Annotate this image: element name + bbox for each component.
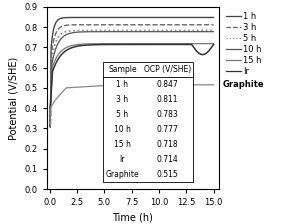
Legend: 1 h, 3 h, 5 h, 10 h, 15 h, Ir: 1 h, 3 h, 5 h, 10 h, 15 h, Ir	[225, 11, 262, 77]
Text: 5 h: 5 h	[116, 110, 128, 119]
Text: 1 h: 1 h	[116, 80, 128, 89]
Text: 15 h: 15 h	[114, 140, 131, 149]
Text: Graphite: Graphite	[106, 170, 139, 179]
Text: Sample: Sample	[108, 65, 137, 74]
Bar	[103, 62, 193, 182]
Text: 10 h: 10 h	[114, 125, 131, 134]
Text: OCP (V/SHE): OCP (V/SHE)	[144, 65, 191, 74]
Text: 3 h: 3 h	[116, 95, 128, 104]
Text: 0.714: 0.714	[156, 155, 178, 164]
Text: 0.515: 0.515	[156, 170, 178, 179]
Text: 0.783: 0.783	[156, 110, 178, 119]
Text: 0.777: 0.777	[156, 125, 178, 134]
Y-axis label: Potential (V/SHE): Potential (V/SHE)	[9, 56, 19, 140]
Text: Graphite: Graphite	[223, 80, 264, 89]
X-axis label: Time (h): Time (h)	[112, 213, 153, 223]
Text: 0.811: 0.811	[157, 95, 178, 104]
Text: Ir: Ir	[120, 155, 125, 164]
Text: 0.847: 0.847	[156, 80, 178, 89]
Text: 0.718: 0.718	[156, 140, 178, 149]
